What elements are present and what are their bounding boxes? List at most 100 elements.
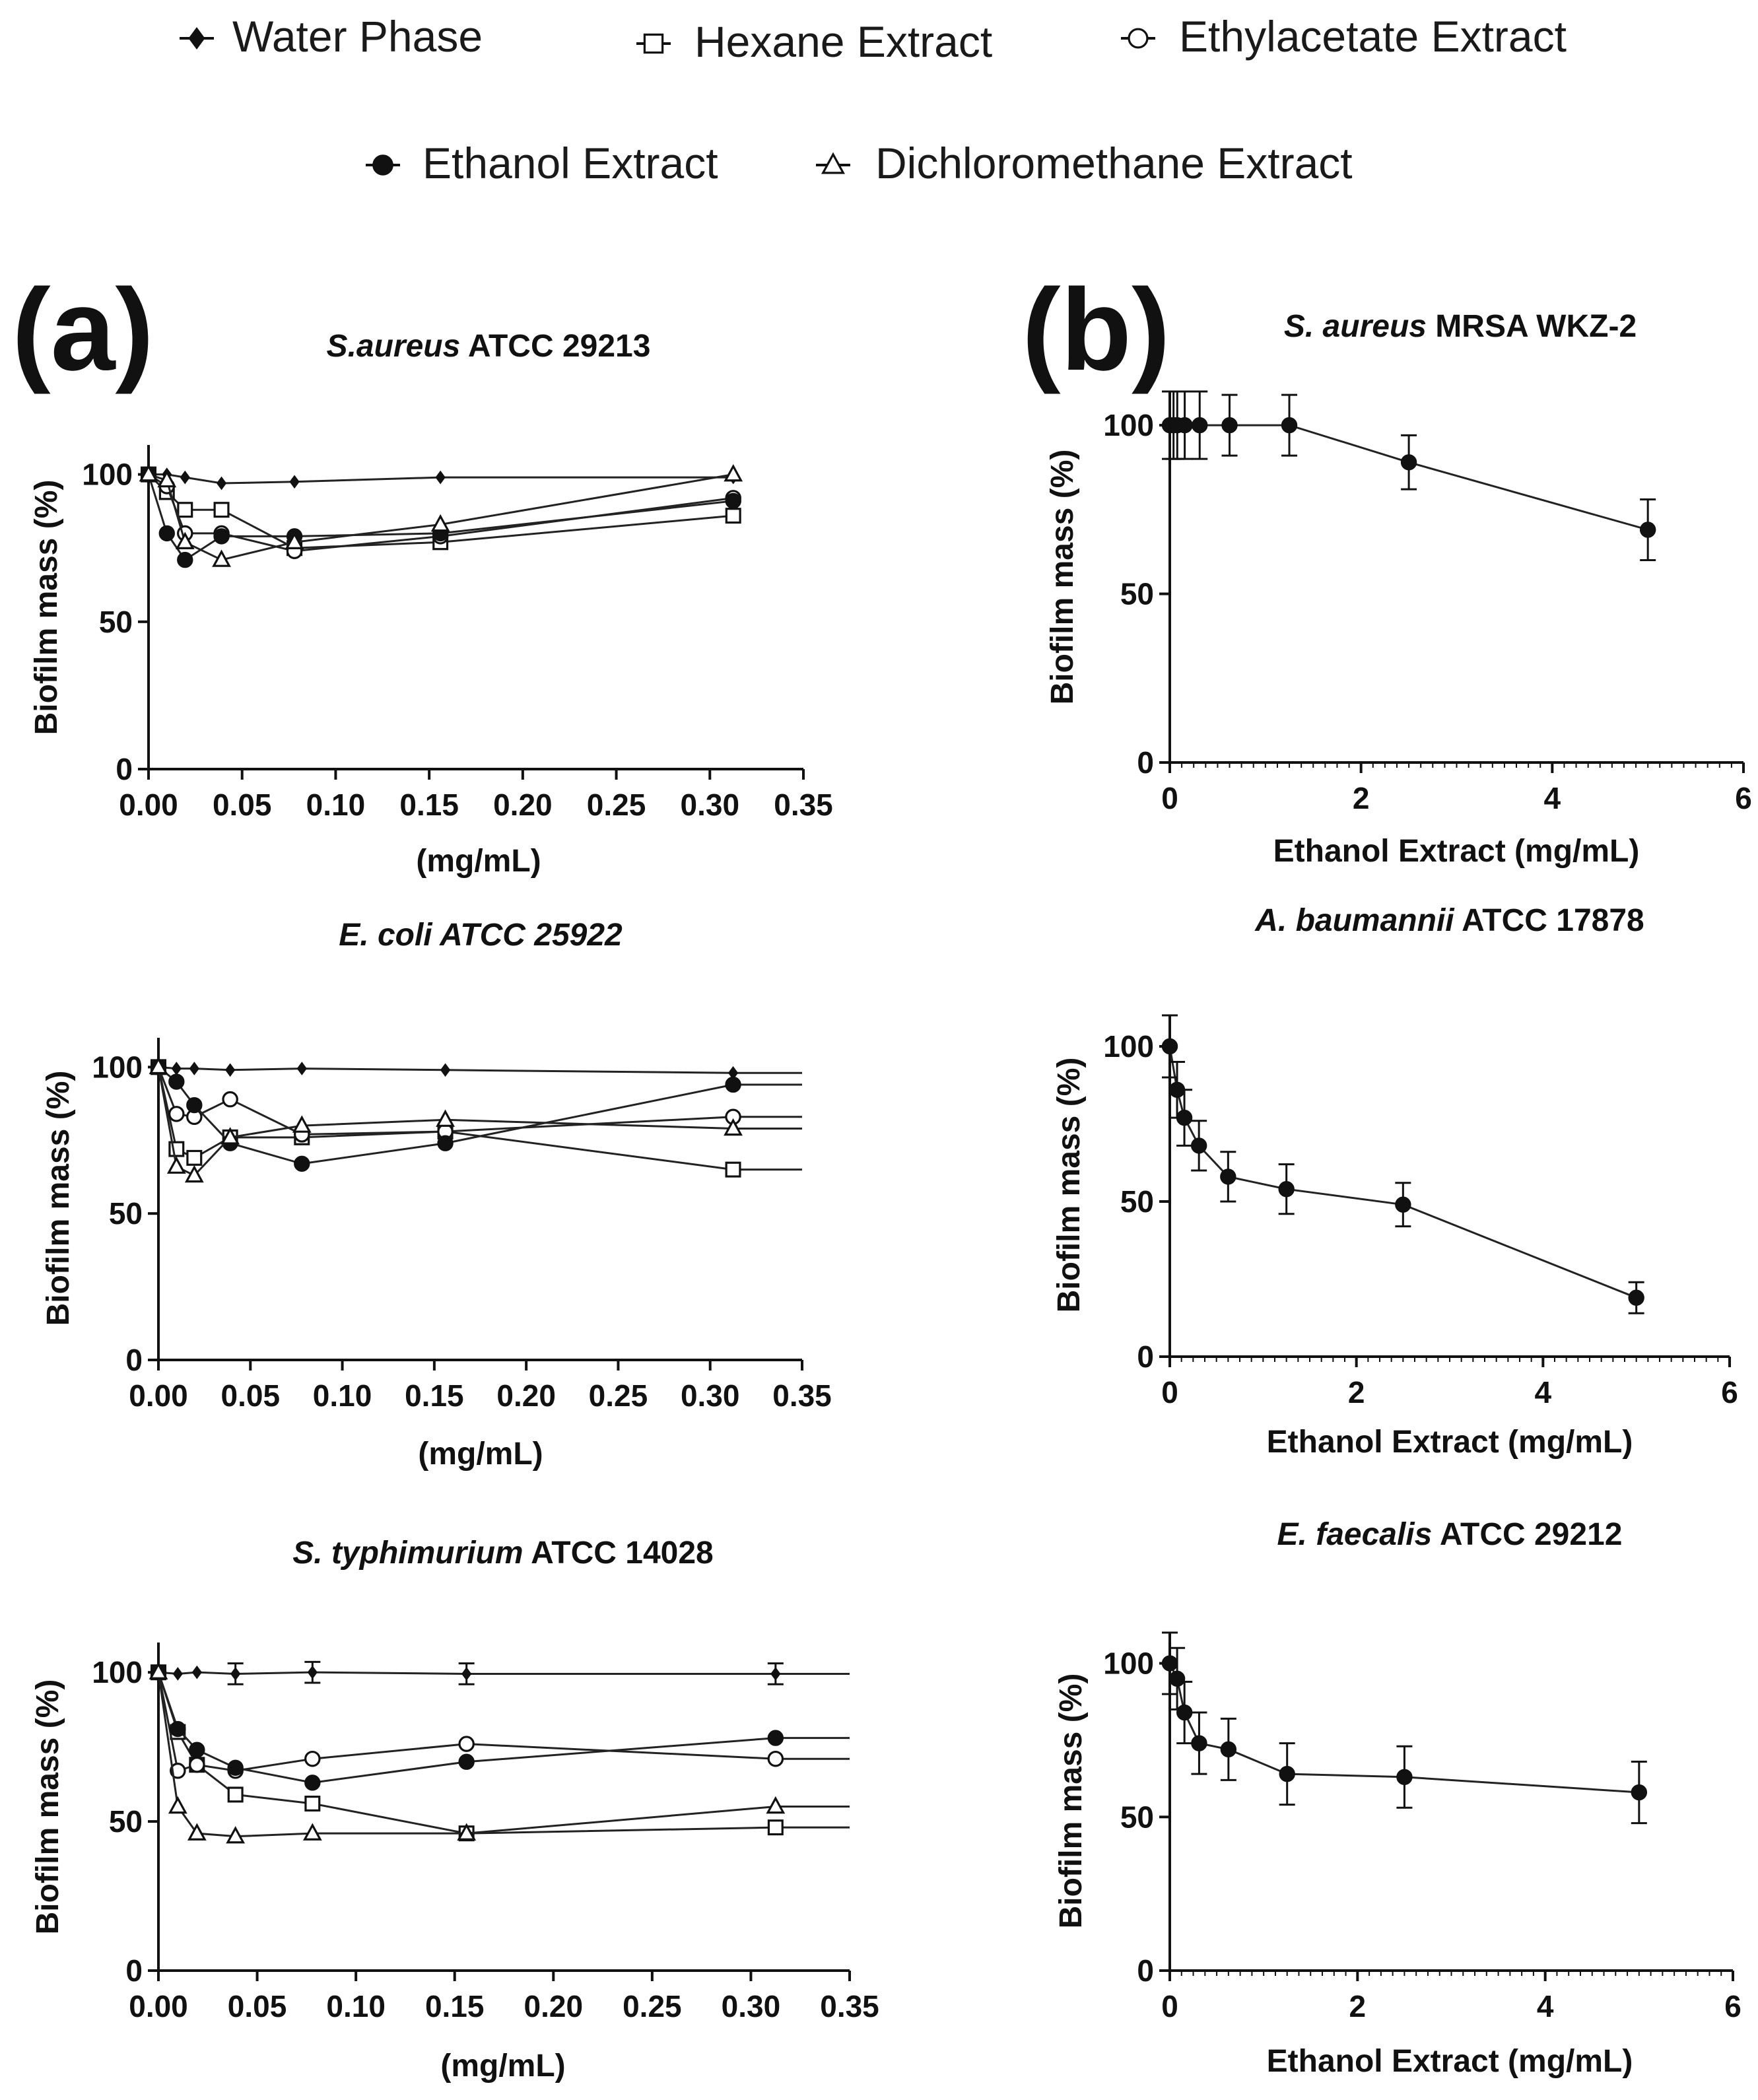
data-point [725,1076,741,1093]
data-point [289,475,300,489]
data-point [767,1730,784,1746]
series-water-phase [153,1060,802,1080]
series-line [1168,1046,1637,1299]
y-tick-label: 50 [99,605,133,639]
data-point [304,1795,321,1812]
data-point [770,1667,781,1681]
series-line [158,1671,850,1675]
data-point [1221,417,1238,434]
data-point [189,1742,205,1758]
legend-marker [643,33,664,54]
chart-title-rest: ATCC 29213 [460,329,650,364]
circle-filled-marker-icon [366,154,400,176]
y-tick-label: 50 [1120,1184,1154,1219]
data-point [1176,1704,1193,1721]
data-point [435,470,446,485]
data-point [220,1127,240,1145]
x-tick-label: 0.20 [493,788,553,822]
series-line [158,1066,802,1165]
x-axis-label: Ethanol Extract (mg/mL) [1267,1425,1633,1460]
x-tick-label: 0.00 [129,1378,188,1413]
series-dichloromethane-extract [139,463,743,567]
x-tick-label: 2 [1348,1375,1365,1409]
chart-title: S. aureus MRSA WKZ-2 [1284,309,1637,344]
chart-a-baumannii-atcc-17878: A. baumannii ATCC 17878 0 2 4 6 0 50 100 Ethanol… [1052,903,1738,1460]
y-tick-label: 50 [1120,1800,1154,1834]
data-point [170,1720,186,1738]
x-tick-label: 0.10 [326,1989,386,2023]
x-tick-label: 4 [1535,1375,1552,1409]
data-point [1161,1655,1178,1672]
panel-label-b: (b) [1022,265,1170,395]
x-tick-label: 2 [1349,1989,1367,2023]
data-point [184,1165,204,1183]
y-tick-label: 0 [125,1343,143,1377]
data-point [149,1662,168,1679]
data-point [458,1736,475,1752]
data-point [177,502,193,518]
y-tick-label: 100 [92,1655,143,1689]
data-point [168,1796,187,1814]
legend: Water Phase Hexane Extract Ethylacetate … [180,12,1567,187]
data-point [1190,1137,1207,1154]
legend-marker [188,27,205,50]
data-point [302,1823,322,1841]
data-point [458,1753,475,1770]
x-tick-label: 0.10 [313,1378,372,1413]
x-axis-label: Ethanol Extract (mg/mL) [1273,834,1640,869]
x-tick-label: 4 [1537,1989,1554,2023]
series-ethylacetate-extract [150,1664,850,1779]
square-open-marker-icon [636,33,671,54]
data-point [1161,1038,1178,1055]
data-point [1279,1765,1295,1782]
data-point [1631,1784,1648,1801]
legend-marker [1128,28,1149,49]
x-tick-label: 0.30 [722,1989,781,2023]
y-tick-label: 100 [1103,1646,1154,1681]
chart-title-italic: S.aureus [327,329,461,364]
x-tick-label: 0.20 [524,1989,584,2023]
y-axis-label: Biofilm mass (%) [1054,1674,1089,1929]
data-point [172,1667,183,1681]
x-tick-label: 0 [1161,1375,1178,1409]
x-tick-label: 0.25 [589,1378,648,1413]
data-point [304,1750,321,1767]
x-tick-label: 0.15 [399,788,459,822]
y-tick-label: 50 [109,1804,143,1839]
data-point [166,1156,186,1174]
data-point [158,525,175,542]
data-point [177,551,193,568]
y-axis-label: Biofilm mass (%) [30,1679,65,1935]
data-point [226,1825,246,1844]
legend-label: Hexane Extract [694,17,992,66]
data-point [189,1756,205,1773]
data-point [294,1155,310,1172]
data-point [1168,1670,1186,1687]
series-water-phase [143,467,739,491]
x-tick-label: 0.20 [496,1378,556,1413]
x-tick-label: 0.30 [681,788,740,822]
data-point [1400,454,1417,471]
chart-title: E. faecalis ATCC 29212 [1277,1517,1623,1552]
chart-title: S. typhimurium ATCC 14028 [292,1536,713,1571]
data-point [437,1135,454,1151]
data-point [1176,1109,1193,1126]
x-tick-label: 0.15 [425,1989,485,2023]
data-point [230,1667,241,1681]
legend-item-dichloromethane-extract: Dichloromethane Extract [816,139,1353,187]
data-point [457,1823,477,1841]
series-line [157,1067,802,1177]
data-point [216,476,227,491]
data-point [168,1073,185,1090]
chart-e-coli-atcc-25922: E. coli ATCC 25922 0.00 0.05 0.10 0.15 0.20 0.… [41,918,832,1472]
legend-marker [372,154,393,176]
data-point [180,470,190,485]
chart-title-rest: MRSA WKZ-2 [1427,309,1637,344]
legend-label: Ethanol Extract [423,139,718,187]
chart-title-italic: A. baumannii [1254,903,1455,938]
data-point [186,1097,203,1114]
data-point [440,1063,451,1077]
data-point [725,508,741,524]
legend-label: Water Phase [232,12,483,61]
x-tick-label: 6 [1724,1989,1741,2023]
